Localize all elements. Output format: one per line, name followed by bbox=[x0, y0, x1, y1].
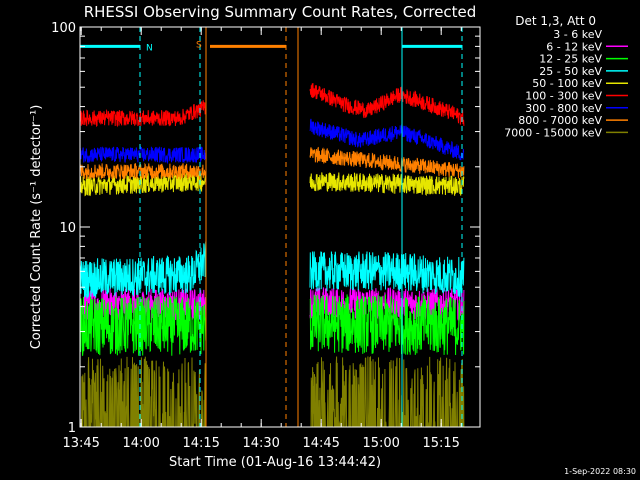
legend-label-4: 50 - 100 keV bbox=[532, 77, 602, 90]
x-tick-label-4: 14:45 bbox=[302, 436, 339, 451]
x-axis-label: Start Time (01-Aug-16 13:44:42) bbox=[169, 455, 381, 470]
timestamp-label: 1-Sep-2022 08:30 bbox=[564, 467, 636, 476]
series-2-segment-1 bbox=[309, 294, 465, 356]
series-group bbox=[79, 82, 465, 428]
legend-label-7: 800 - 7000 keV bbox=[518, 114, 602, 127]
series-2 bbox=[79, 294, 465, 356]
series-7-segment-0 bbox=[79, 162, 207, 180]
legend-label-3: 25 - 50 keV bbox=[539, 65, 602, 78]
series-3-segment-1 bbox=[309, 251, 465, 297]
legend-label-2: 12 - 25 keV bbox=[539, 53, 602, 66]
legend-header: Det 1,3, Att 0 bbox=[515, 14, 596, 28]
series-5 bbox=[79, 82, 465, 128]
series-6-segment-1 bbox=[309, 118, 465, 161]
x-tick-label-5: 15:00 bbox=[362, 436, 399, 451]
x-tick-label-6: 15:15 bbox=[422, 436, 459, 451]
axis-ticks: 13:45 14:00 14:15 14:30 14:45 15:00 15:15 1 10 10… bbox=[51, 21, 480, 451]
legend-label-5: 100 - 300 keV bbox=[525, 90, 602, 103]
y-tick-label-2: 100 bbox=[51, 21, 76, 36]
legend-label-6: 300 - 800 keV bbox=[525, 102, 602, 115]
marker-label-0: N bbox=[146, 43, 153, 53]
chart-title: RHESSI Observing Summary Count Rates, Co… bbox=[84, 3, 477, 21]
series-4-segment-0 bbox=[79, 169, 207, 197]
series-7-segment-1 bbox=[309, 146, 465, 179]
y-tick-label-0: 1 bbox=[68, 421, 76, 436]
series-7 bbox=[79, 146, 465, 180]
marker-label-2: S bbox=[196, 40, 202, 50]
series-6 bbox=[79, 118, 465, 165]
y-tick-label-1: 10 bbox=[59, 221, 76, 236]
legend-label-8: 7000 - 15000 keV bbox=[504, 126, 602, 139]
x-tick-label-3: 14:30 bbox=[242, 436, 279, 451]
series-6-segment-0 bbox=[79, 146, 206, 165]
series-4 bbox=[79, 169, 465, 197]
series-5-segment-1 bbox=[309, 82, 465, 126]
legend-label-0: 3 - 6 keV bbox=[553, 28, 602, 41]
x-tick-label-1: 14:00 bbox=[122, 436, 159, 451]
legend-label-1: 6 - 12 keV bbox=[546, 40, 602, 53]
series-3-segment-0 bbox=[79, 241, 207, 299]
series-2-segment-0 bbox=[79, 295, 207, 356]
series-5-segment-0 bbox=[79, 100, 207, 128]
y-axis-label: Corrected Count Rate (s⁻¹ detector⁻¹) bbox=[29, 105, 44, 350]
series-3 bbox=[79, 241, 465, 299]
x-tick-label-0: 13:45 bbox=[62, 436, 99, 451]
series-4-segment-1 bbox=[309, 172, 465, 196]
x-tick-label-2: 14:15 bbox=[182, 436, 219, 451]
